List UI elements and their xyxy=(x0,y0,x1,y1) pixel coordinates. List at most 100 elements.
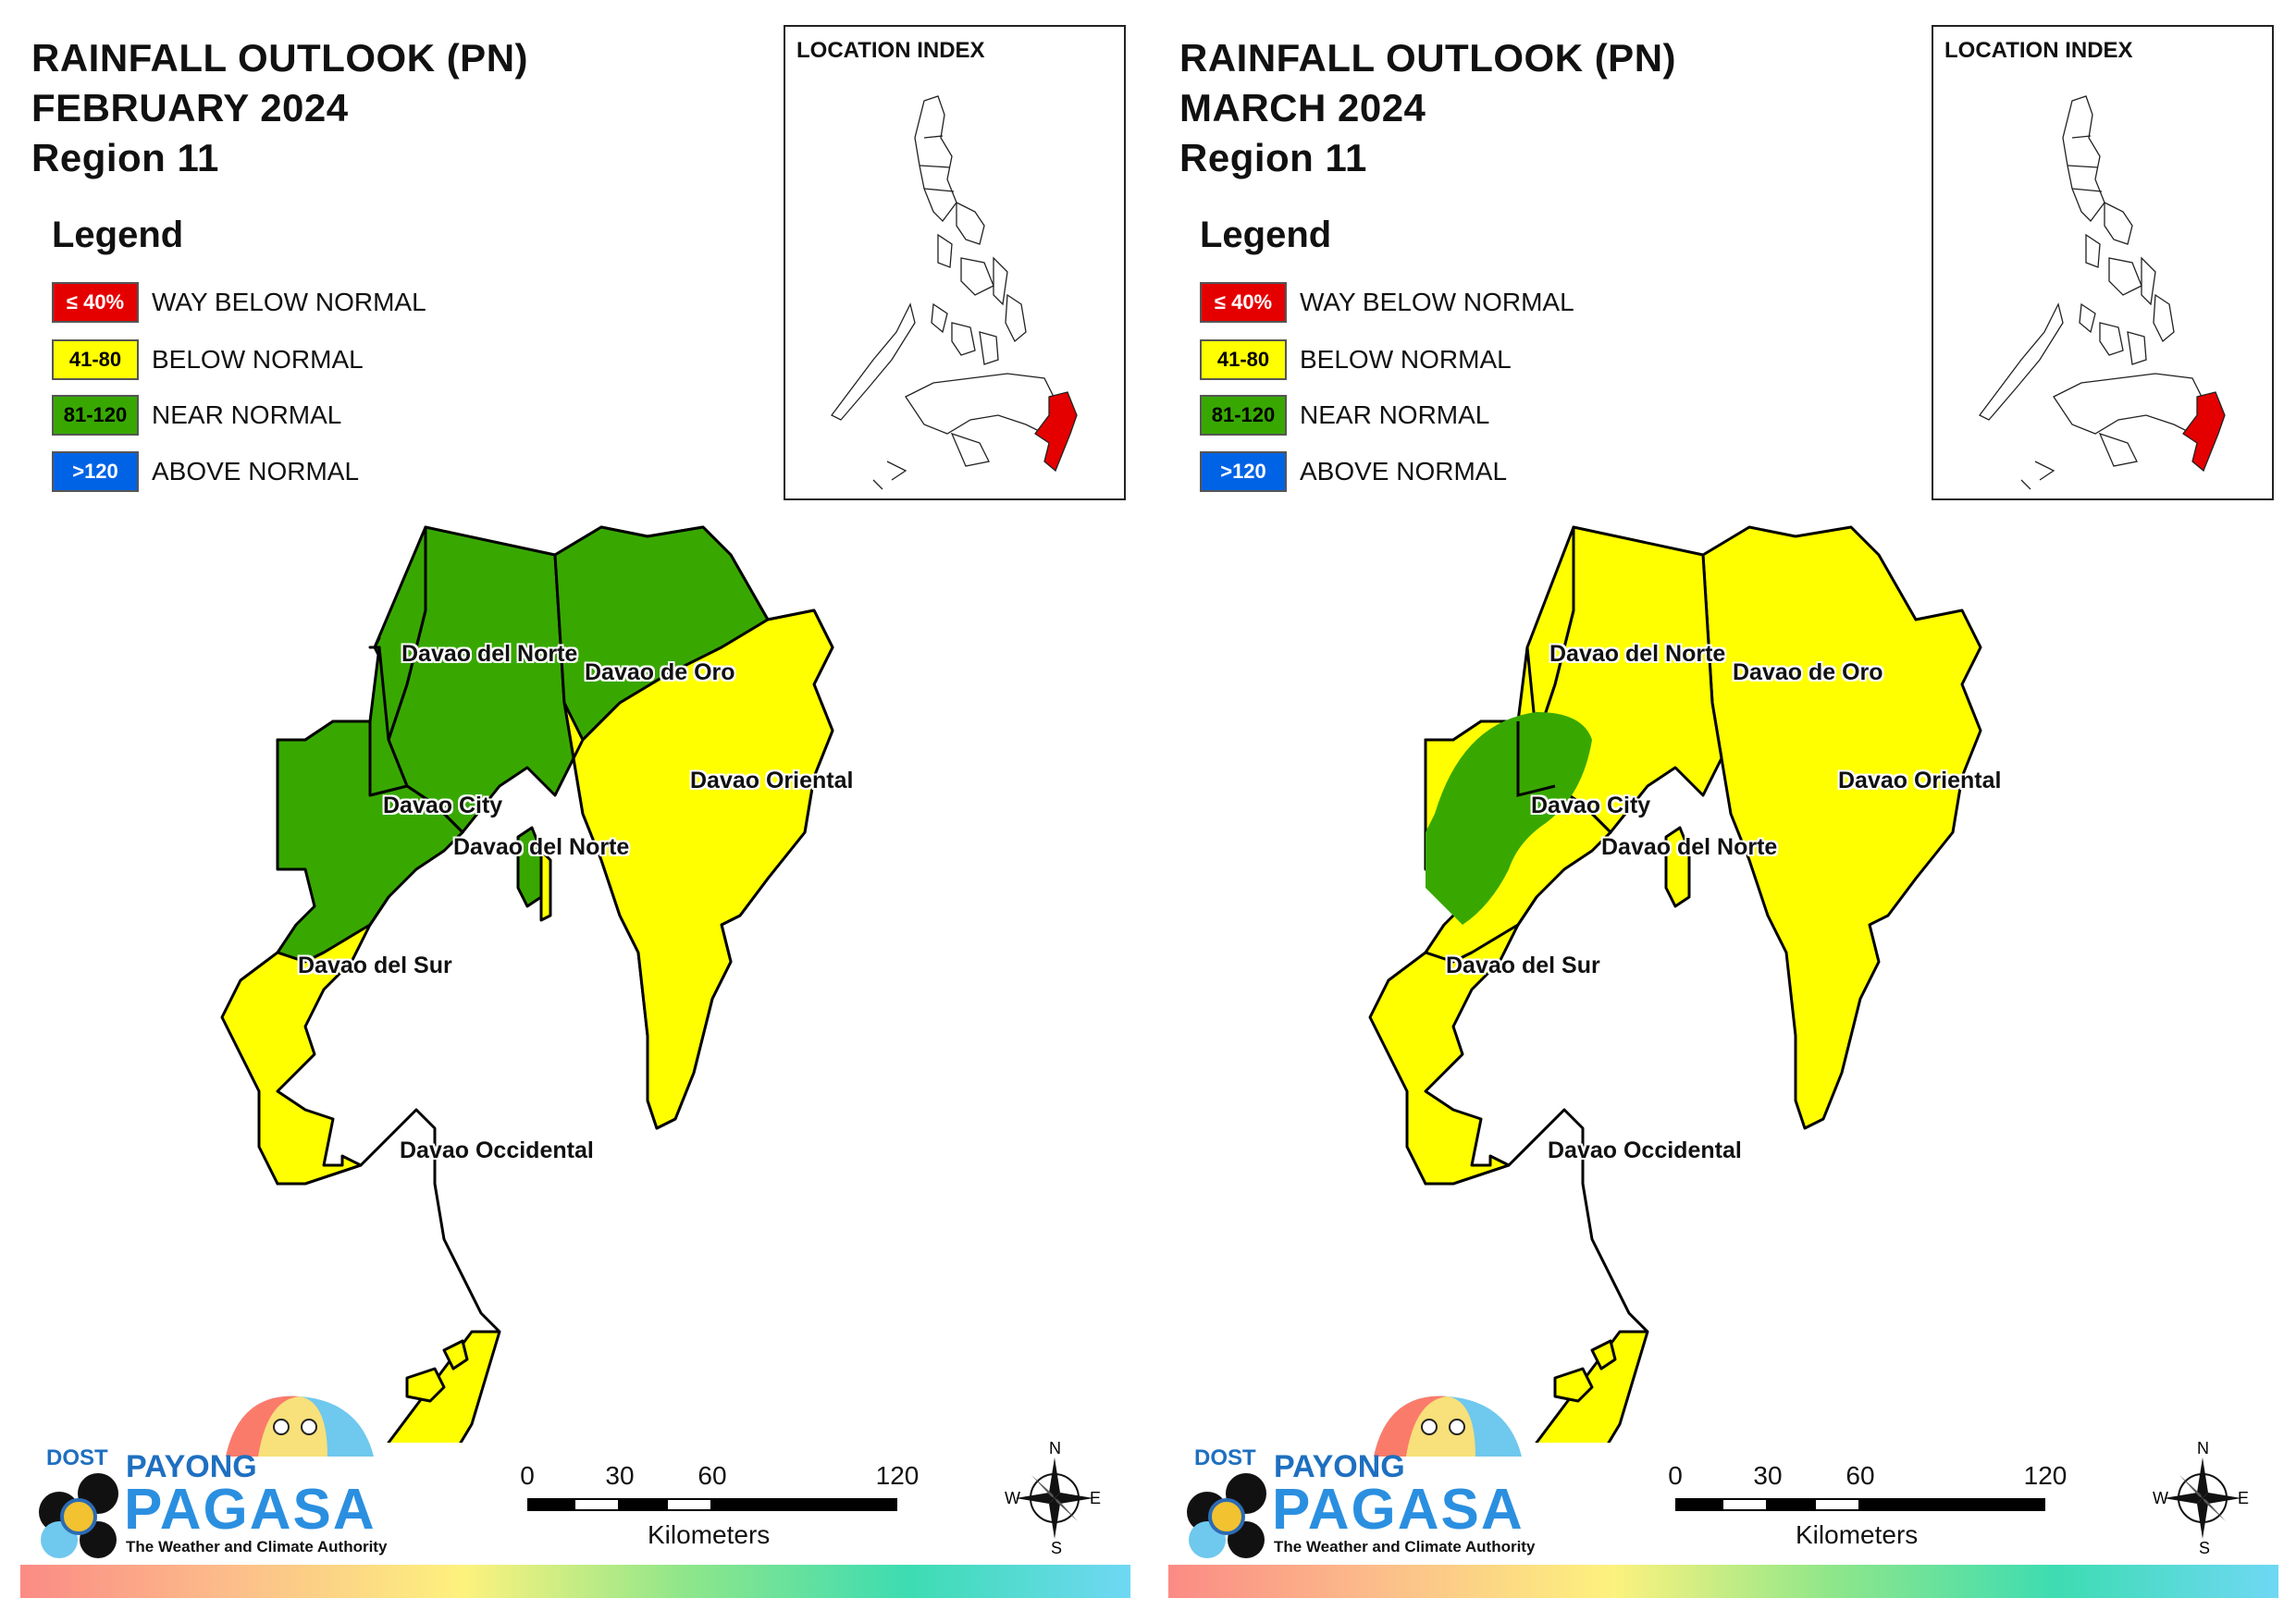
location-index: LOCATION INDEX xyxy=(784,25,1126,500)
region-11-map xyxy=(220,525,834,1443)
location-index-title: LOCATION INDEX xyxy=(796,38,985,63)
area-davao-occidental xyxy=(276,1108,501,1443)
legend-heading: Legend xyxy=(1200,215,1332,255)
logo-dost: DOST xyxy=(46,1445,108,1470)
legend-item-way-below: ≤ 40% WAY BELOW NORMAL xyxy=(1200,282,1574,323)
legend-label: NEAR NORMAL xyxy=(152,400,342,429)
area-samal-island xyxy=(1664,826,1691,908)
legend-heading: Legend xyxy=(52,215,184,255)
legend-label: NEAR NORMAL xyxy=(1300,400,1490,429)
legend-swatch: >120 xyxy=(52,451,139,492)
legend-label: ABOVE NORMAL xyxy=(152,457,360,486)
legend-item-above: >120 ABOVE NORMAL xyxy=(52,451,359,492)
place-label: Davao del Norte xyxy=(1549,641,1726,667)
place-label: Davao Oriental xyxy=(690,768,854,793)
north-arrow-icon: N S E W xyxy=(1005,1439,1102,1557)
place-label: Davao del Norte xyxy=(401,641,578,667)
legend-swatch: 81-120 xyxy=(52,395,139,436)
island-south-2 xyxy=(405,1367,446,1403)
map-title: RAINFALL OUTLOOK (PN) MARCH 2024 Region … xyxy=(1179,33,1676,183)
scale-bar: 0 30 60 120 Kilometers xyxy=(1668,1461,2082,1554)
legend-item-way-below: ≤ 40% WAY BELOW NORMAL xyxy=(52,282,426,323)
compass-n: N xyxy=(2197,1439,2209,1457)
compass-s: S xyxy=(1051,1539,1063,1557)
place-label: Davao City xyxy=(1531,793,1651,818)
place-label: Davao del Norte xyxy=(453,834,630,860)
footer-gradient-bar xyxy=(1168,1565,2278,1598)
legend-label: BELOW NORMAL xyxy=(152,345,364,374)
scale-tick: 30 xyxy=(605,1461,635,1490)
island-south-1 xyxy=(1590,1339,1617,1371)
compass-e: E xyxy=(1090,1489,1102,1507)
place-label: Davao de Oro xyxy=(1733,659,1883,685)
payong-pagasa-logo: DOST PAYONG PAGASA The Weather and Clima… xyxy=(31,1392,401,1563)
title-line-1: RAINFALL OUTLOOK (PN) xyxy=(1179,36,1677,80)
scale-unit: Kilometers xyxy=(648,1520,771,1549)
area-davao-del-sur xyxy=(1368,923,1520,1186)
scale-tick: 120 xyxy=(875,1461,920,1490)
area-davao-city xyxy=(276,719,464,964)
compass-s: S xyxy=(2199,1539,2211,1557)
legend-label: WAY BELOW NORMAL xyxy=(152,288,426,316)
title-line-3: Region 11 xyxy=(31,136,219,179)
compass-n: N xyxy=(1049,1439,1061,1457)
logo-tagline: The Weather and Climate Authority xyxy=(126,1538,388,1555)
legend-item-above: >120 ABOVE NORMAL xyxy=(1200,451,1507,492)
outlook-panel-march: RAINFALL OUTLOOK (PN) MARCH 2024 Region … xyxy=(1148,0,2295,1623)
legend-swatch: ≤ 40% xyxy=(1200,282,1287,323)
logo-pagasa: PAGASA xyxy=(124,1478,376,1542)
area-davao-occidental xyxy=(1424,1108,1649,1443)
map-title: RAINFALL OUTLOOK (PN) FEBRUARY 2024 Regi… xyxy=(31,33,528,183)
area-near-normal-zone xyxy=(1426,712,1592,925)
compass-e: E xyxy=(2238,1489,2250,1507)
legend-label: ABOVE NORMAL xyxy=(1300,457,1508,486)
place-label: Davao de Oro xyxy=(585,659,735,685)
legend-swatch: 41-80 xyxy=(52,339,139,380)
location-index-title: LOCATION INDEX xyxy=(1944,38,2133,63)
scale-tick: 30 xyxy=(1753,1461,1783,1490)
compass-w: W xyxy=(1005,1489,1020,1507)
legend-item-near: 81-120 NEAR NORMAL xyxy=(1200,395,1489,436)
logo-pagasa: PAGASA xyxy=(1272,1478,1524,1542)
title-line-2: FEBRUARY 2024 xyxy=(31,86,349,129)
legend-label: BELOW NORMAL xyxy=(1300,345,1512,374)
payong-pagasa-logo: DOST PAYONG PAGASA The Weather and Clima… xyxy=(1179,1392,1549,1563)
location-index: LOCATION INDEX xyxy=(1932,25,2274,500)
footer-gradient-bar xyxy=(20,1565,1130,1598)
scale-bar: 0 30 60 120 Kilometers xyxy=(520,1461,934,1554)
region-11-highlight xyxy=(2182,391,2226,473)
region-11-highlight xyxy=(1034,391,1078,473)
scale-tick: 60 xyxy=(697,1461,727,1490)
place-label: Davao del Sur xyxy=(298,953,452,978)
scale-unit: Kilometers xyxy=(1796,1520,1919,1549)
philippines-outline-map xyxy=(1979,95,2226,490)
logo-tagline: The Weather and Climate Authority xyxy=(1274,1538,1536,1555)
scale-tick: 60 xyxy=(1845,1461,1875,1490)
region-11-map xyxy=(1368,525,1982,1443)
place-label: Davao del Sur xyxy=(1446,953,1600,978)
area-davao-oriental-south xyxy=(572,609,834,1130)
logo-payong: PAYONG xyxy=(126,1449,257,1484)
area-davao-del-sur xyxy=(220,923,372,1186)
legend-swatch: ≤ 40% xyxy=(52,282,139,323)
island-south-1 xyxy=(442,1339,469,1371)
outlook-panel-february: RAINFALL OUTLOOK (PN) FEBRUARY 2024 Regi… xyxy=(0,0,1147,1623)
island-south-2 xyxy=(1553,1367,1594,1403)
legend-item-near: 81-120 NEAR NORMAL xyxy=(52,395,341,436)
place-label: Davao del Norte xyxy=(1601,834,1778,860)
place-label: Davao Oriental xyxy=(1838,768,2002,793)
philippines-outline-map xyxy=(831,95,1078,490)
scale-tick: 0 xyxy=(520,1461,535,1490)
title-line-1: RAINFALL OUTLOOK (PN) xyxy=(31,36,529,80)
area-davao-oriental xyxy=(1701,525,1982,1130)
compass-w: W xyxy=(2153,1489,2168,1507)
legend-swatch: 81-120 xyxy=(1200,395,1287,436)
place-label: Davao City xyxy=(383,793,503,818)
legend-label: WAY BELOW NORMAL xyxy=(1300,288,1574,316)
scale-tick: 0 xyxy=(1668,1461,1683,1490)
north-arrow-icon: N S E W xyxy=(2153,1439,2250,1557)
legend-item-below: 41-80 BELOW NORMAL xyxy=(1200,339,1512,380)
logo-dost: DOST xyxy=(1194,1445,1256,1470)
legend-swatch: 41-80 xyxy=(1200,339,1287,380)
legend-swatch: >120 xyxy=(1200,451,1287,492)
